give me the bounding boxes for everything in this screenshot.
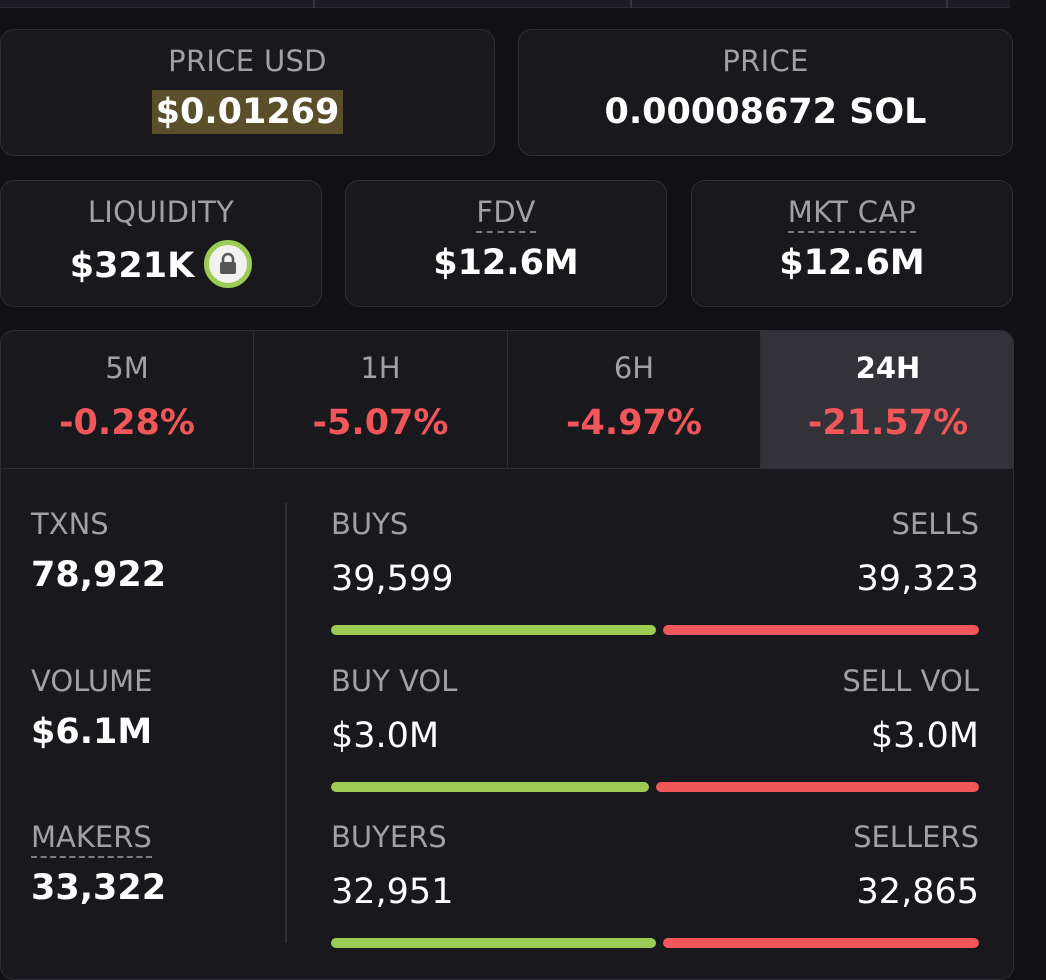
tab-change: -5.07% <box>312 403 449 443</box>
buys-sells-ratio: BUYS SELLS 39,599 39,323 <box>331 507 979 635</box>
tab-change: -21.57% <box>807 403 969 443</box>
txns-value: 78,922 <box>31 555 167 595</box>
volume-value: $6.1M <box>31 712 153 752</box>
liquidity-card: LIQUIDITY $321K <box>0 180 322 307</box>
price-native-card: PRICE 0.00008672 SOL <box>518 29 1013 156</box>
buyers-sellers-ratio: BUYERS SELLERS 32,951 32,865 <box>331 820 979 948</box>
txns-label: TXNS <box>31 507 109 541</box>
column-divider <box>285 503 287 943</box>
buyers-label: BUYERS <box>331 820 447 854</box>
tab-5m[interactable]: 5M -0.28% <box>1 331 254 469</box>
tab-label: 6H <box>613 351 655 385</box>
price-native-value: 0.00008672 SOL <box>604 92 927 132</box>
makers-label[interactable]: MAKERS <box>31 820 152 858</box>
price-usd-card: PRICE USD $0.01269 <box>0 29 495 156</box>
timeframe-tabs: 5M -0.28% 1H -5.07% 6H -4.97% 24H -21.57… <box>1 331 1013 469</box>
buyers-value: 32,951 <box>331 872 454 912</box>
txns-stat: TXNS 78,922 <box>31 507 166 595</box>
tab-label: 24H <box>855 351 921 385</box>
makers-value: 33,322 <box>31 868 167 908</box>
sell-bar-segment <box>655 782 979 792</box>
volume-stat: VOLUME $6.1M <box>31 664 152 752</box>
tab-6h[interactable]: 6H -4.97% <box>508 331 761 469</box>
mkt-cap-card: MKT CAP $12.6M <box>691 180 1013 307</box>
buyers-sellers-bar <box>331 938 979 948</box>
sellers-value: 32,865 <box>856 872 979 912</box>
sells-label: SELLS <box>891 507 979 541</box>
tab-change: -0.28% <box>59 403 195 443</box>
mkt-cap-label[interactable]: MKT CAP <box>787 195 917 233</box>
top-tab-strip <box>0 0 1010 8</box>
lock-icon[interactable] <box>204 240 253 288</box>
sell-vol-label: SELL VOL <box>842 664 979 698</box>
volume-label: VOLUME <box>31 664 153 698</box>
buy-bar-segment <box>331 938 656 948</box>
sell-bar-segment <box>662 938 979 948</box>
fdv-value: $12.6M <box>433 243 579 283</box>
buy-bar-segment <box>331 782 649 792</box>
price-usd-label: PRICE USD <box>168 44 327 78</box>
tab-24h[interactable]: 24H -21.57% <box>761 331 1013 469</box>
tab-label: 1H <box>360 351 401 385</box>
liquidity-label: LIQUIDITY <box>87 195 235 229</box>
liquidity-value: $321K <box>69 246 195 286</box>
sellers-label: SELLERS <box>853 820 979 854</box>
buy-vol-label: BUY VOL <box>331 664 458 698</box>
sells-value: 39,323 <box>856 559 979 599</box>
makers-stat: MAKERS 33,322 <box>31 820 166 908</box>
tab-1h[interactable]: 1H -5.07% <box>254 331 508 469</box>
stats-panel: 5M -0.28% 1H -5.07% 6H -4.97% 24H -21.57… <box>0 330 1014 980</box>
fdv-card: FDV $12.6M <box>345 180 667 307</box>
buys-sells-bar <box>331 625 979 635</box>
mkt-cap-value: $12.6M <box>779 243 925 283</box>
tab-change: -4.97% <box>566 403 702 443</box>
buy-vol-value: $3.0M <box>331 716 440 756</box>
price-native-label: PRICE <box>722 44 809 78</box>
fdv-label[interactable]: FDV <box>476 195 536 233</box>
buys-value: 39,599 <box>331 559 454 599</box>
buy-sell-vol-ratio: BUY VOL SELL VOL $3.0M $3.0M <box>331 664 979 792</box>
buy-bar-segment <box>331 625 657 635</box>
sell-vol-value: $3.0M <box>870 716 979 756</box>
tab-label: 5M <box>105 351 149 385</box>
buy-sell-vol-bar <box>331 782 979 792</box>
buys-label: BUYS <box>331 507 409 541</box>
price-usd-value: $0.01269 <box>151 90 344 134</box>
sell-bar-segment <box>663 625 979 635</box>
